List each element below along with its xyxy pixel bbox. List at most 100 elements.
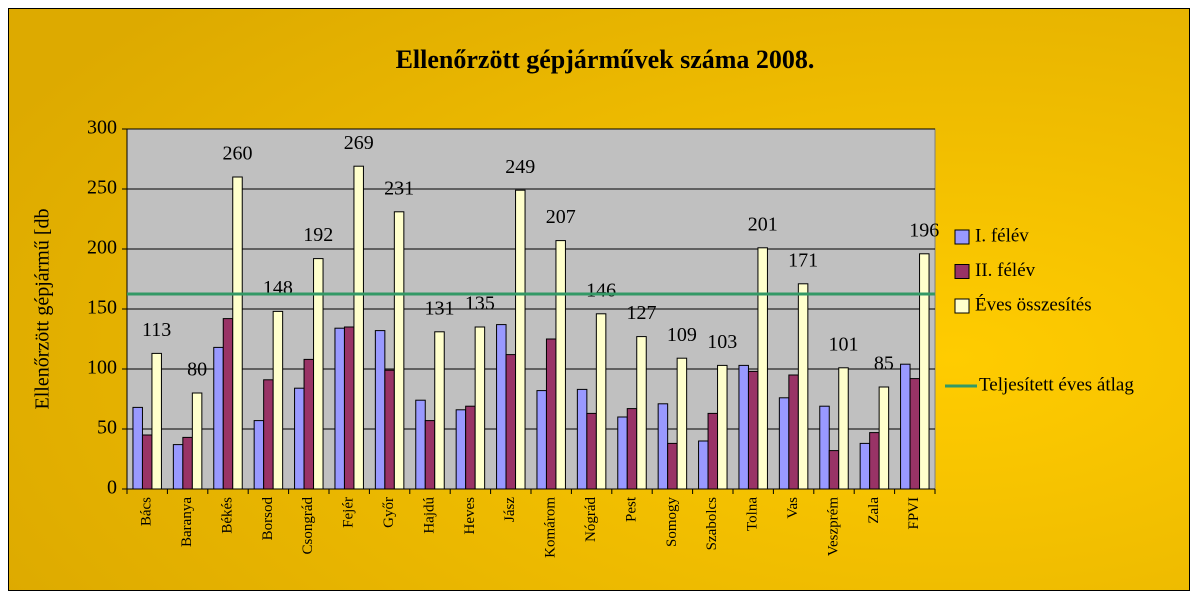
bar [515, 189, 526, 490]
data-label: 135 [465, 293, 495, 315]
data-label: 196 [909, 219, 939, 241]
legend-label: I. félév [975, 225, 1029, 246]
bar [636, 336, 647, 490]
bar [263, 379, 274, 490]
bar [393, 211, 405, 490]
bar [172, 444, 184, 490]
x-tick-label: Fejér [341, 497, 357, 528]
bar [303, 358, 315, 490]
bar [151, 352, 162, 490]
x-tick-label: Zala [866, 497, 882, 524]
bar [919, 253, 930, 490]
bar [576, 388, 588, 490]
x-tick-label: Csongrád [300, 497, 316, 555]
bar [869, 432, 880, 490]
legend-label: Teljesített éves átlag [979, 374, 1134, 395]
data-label: 148 [263, 277, 293, 299]
bar [698, 440, 709, 490]
y-tick-label: 150 [87, 297, 117, 319]
bar [272, 310, 284, 490]
chart-title: Ellenőrzött gépjárművek száma 2008. [396, 45, 815, 74]
bar [617, 416, 628, 490]
x-tick-label: Komárom [543, 497, 559, 558]
y-tick-label: 250 [87, 177, 117, 199]
bar [586, 412, 597, 490]
bar [434, 331, 445, 490]
legend-swatch [954, 229, 970, 245]
legend-swatch [954, 298, 970, 314]
bar [213, 346, 224, 490]
bar [415, 399, 426, 490]
bar [859, 442, 871, 490]
bar [778, 397, 790, 490]
data-label: 113 [142, 319, 171, 341]
bar [465, 405, 476, 490]
x-tick-label: Heves [462, 497, 478, 535]
bar [797, 283, 809, 490]
bar [132, 406, 143, 490]
bar [747, 370, 759, 490]
bar [626, 408, 638, 490]
data-label: 249 [505, 156, 535, 178]
x-tick-label: Jász [502, 497, 518, 522]
x-tick-label: Békés [219, 497, 235, 534]
data-label: 231 [384, 177, 414, 199]
bar [819, 405, 830, 490]
bar [788, 374, 799, 490]
x-tick-label: Nógrád [583, 497, 599, 542]
bar [334, 327, 345, 490]
bar [253, 420, 265, 490]
bar [717, 364, 728, 490]
bar [191, 392, 203, 490]
data-label: 260 [222, 143, 252, 165]
x-tick-label: Győr [381, 497, 397, 528]
bar [838, 367, 849, 490]
data-label: 80 [187, 359, 207, 381]
bar [545, 338, 557, 490]
data-label: 146 [586, 279, 616, 301]
bar [667, 442, 678, 490]
bar [353, 165, 364, 490]
bar [294, 387, 305, 490]
bar [828, 450, 840, 490]
bar [141, 434, 153, 490]
x-tick-label: Pest [623, 496, 639, 522]
bar [374, 330, 386, 490]
bar [878, 386, 890, 490]
bar [505, 354, 517, 490]
y-tick-label: 300 [87, 117, 117, 139]
x-tick-label: Vas [785, 497, 801, 519]
legend-label: II. félév [975, 260, 1036, 281]
y-tick-label: 200 [87, 237, 117, 259]
y-axis-label: Ellenőrzött gépjármű [db [32, 208, 54, 409]
data-label: 269 [344, 132, 374, 154]
x-tick-label: Borsod [260, 497, 276, 541]
bar [424, 420, 436, 490]
bar [595, 313, 607, 490]
data-label: 131 [424, 297, 454, 319]
x-tick-label: Szabolcs [704, 497, 720, 550]
bar [496, 324, 507, 490]
data-label: 85 [874, 353, 894, 375]
x-tick-label: Somogy [664, 497, 680, 548]
x-tick-label: Hajdú [421, 497, 437, 534]
data-label: 192 [303, 224, 333, 246]
bar [555, 240, 566, 490]
bar [343, 326, 355, 490]
bar [909, 378, 921, 490]
bar [536, 390, 547, 490]
bar [757, 247, 768, 490]
data-label: 207 [546, 206, 576, 228]
x-tick-label: Veszprém [825, 497, 841, 556]
bar [707, 412, 719, 490]
bar [676, 357, 688, 490]
legend-swatch [954, 264, 970, 279]
bar [384, 369, 395, 490]
data-label: 101 [828, 333, 858, 355]
data-label: 171 [788, 249, 818, 271]
x-tick-label: FPVI [906, 497, 922, 530]
bar [182, 436, 193, 490]
y-tick-label: 100 [87, 357, 117, 379]
bar [900, 363, 911, 490]
